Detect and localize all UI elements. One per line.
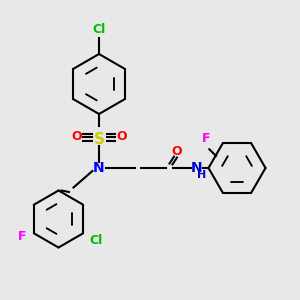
Text: Cl: Cl bbox=[92, 23, 106, 36]
Text: O: O bbox=[172, 145, 182, 158]
Text: O: O bbox=[71, 130, 82, 143]
Text: F: F bbox=[18, 230, 26, 243]
Text: F: F bbox=[202, 132, 211, 145]
Text: H: H bbox=[197, 169, 206, 180]
Text: Cl: Cl bbox=[89, 234, 102, 247]
Text: N: N bbox=[191, 161, 202, 175]
Text: N: N bbox=[93, 161, 105, 175]
Text: O: O bbox=[116, 130, 127, 143]
Text: S: S bbox=[94, 132, 104, 147]
